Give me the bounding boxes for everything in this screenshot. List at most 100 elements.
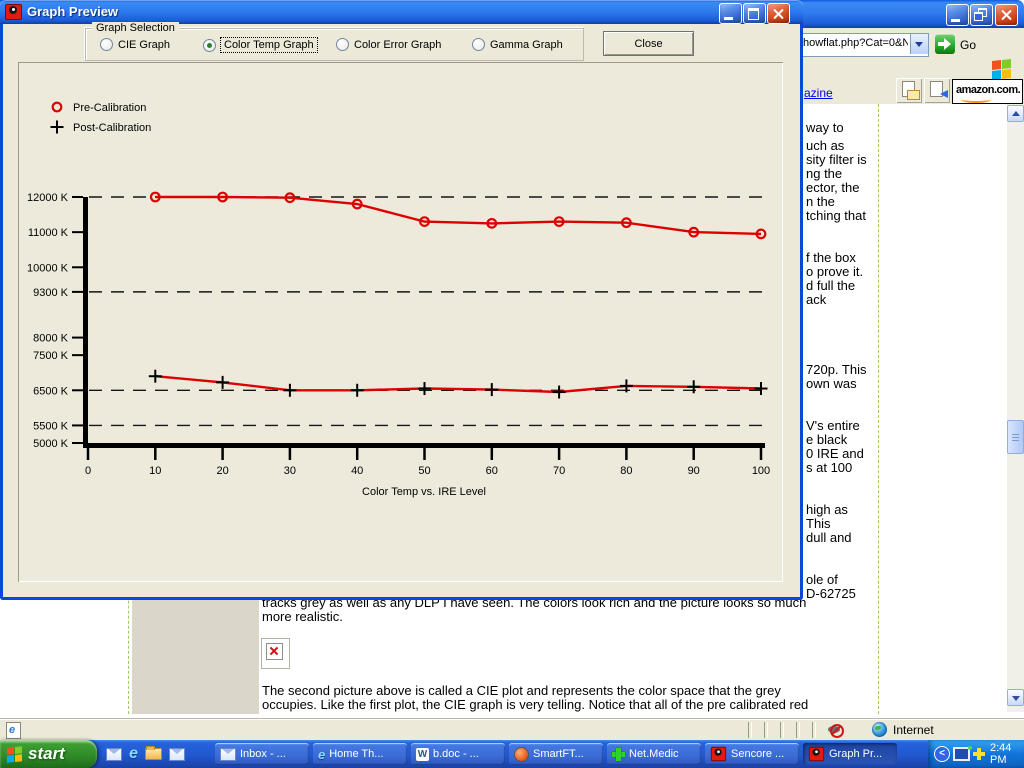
- legend-label: Post-Calibration: [73, 122, 151, 134]
- y-tick-label: 11000 K: [28, 227, 69, 239]
- page-text-fragment: ng the: [806, 166, 843, 181]
- radio-circle-icon[interactable]: [336, 38, 349, 51]
- envelope-icon: [907, 90, 920, 100]
- dialog-titlebar[interactable]: Graph Preview: [0, 0, 803, 24]
- page-text-fragment: s at 100: [806, 460, 853, 475]
- privacy-report-icon[interactable]: [828, 722, 844, 738]
- circle-marker-icon: [351, 198, 363, 210]
- quick-launch: e: [106, 740, 185, 768]
- network-tray-icon[interactable]: [953, 746, 972, 761]
- vertical-scrollbar[interactable]: [1007, 104, 1024, 712]
- series-line: [155, 375, 762, 394]
- browser-close-button[interactable]: [995, 4, 1018, 26]
- quicklaunch-mail-icon[interactable]: [106, 747, 122, 761]
- x-axis-line: [83, 443, 765, 448]
- y-tick-label: 10000 K: [27, 262, 69, 274]
- sencore-icon: [808, 746, 825, 762]
- radio-circle-icon[interactable]: [472, 38, 485, 51]
- x-tick-label: 40: [351, 465, 363, 477]
- radio-color-temp-graph[interactable]: Color Temp Graph: [203, 37, 318, 53]
- graph-selection-group: Graph Selection CIE Graph Color Temp Gra…: [85, 22, 584, 61]
- x-tick-label: 100: [752, 465, 770, 477]
- circle-marker-icon: [621, 217, 632, 229]
- y-tick-label: 7500 K: [33, 350, 69, 362]
- magazine-link[interactable]: azine: [804, 86, 833, 100]
- dialog-maximize-button[interactable]: [743, 3, 766, 24]
- task-button-inbox[interactable]: Inbox - ...: [215, 743, 309, 765]
- page-text-fragment: f the box: [806, 250, 856, 265]
- page-text-fragment: high as: [806, 502, 848, 517]
- tray-plus-icon[interactable]: [973, 748, 985, 760]
- dialog-close-button[interactable]: [767, 3, 790, 24]
- y-tick-label: 5000 K: [33, 438, 69, 450]
- go-button-label[interactable]: Go: [960, 38, 977, 52]
- page-paragraph-line: occupies. Like the first plot, the CIE g…: [262, 697, 809, 712]
- page-text-fragment: e black: [806, 432, 848, 447]
- dialog-title: Graph Preview: [27, 4, 119, 19]
- task-button-smartftp[interactable]: SmartFT...: [509, 743, 603, 765]
- radio-color-error-graph[interactable]: Color Error Graph: [336, 38, 441, 51]
- y-tick-label: 12000 K: [27, 192, 69, 204]
- start-button[interactable]: start: [0, 740, 97, 768]
- mail-page-button[interactable]: [896, 78, 922, 103]
- y-tick-label: 8000 K: [33, 333, 69, 345]
- go-arrow-icon[interactable]: [935, 34, 955, 54]
- language-tray-icon[interactable]: <: [934, 746, 950, 762]
- page-text-fragment: own was: [806, 376, 857, 391]
- status-separator: [780, 722, 784, 738]
- radio-circle-icon[interactable]: [203, 38, 216, 52]
- task-label: Home Th...: [329, 748, 384, 760]
- scroll-down-button[interactable]: [1007, 689, 1024, 706]
- radio-gamma-graph[interactable]: Gamma Graph: [472, 38, 563, 51]
- radio-cie-graph[interactable]: CIE Graph: [100, 38, 170, 51]
- page-text-fragment: 0 IRE and: [806, 446, 864, 461]
- x-tick-label: 0: [85, 465, 91, 477]
- status-separator: [812, 722, 816, 738]
- radio-label: Color Temp Graph: [220, 37, 318, 53]
- sencore-app-icon: [5, 4, 22, 20]
- amazon-label: amazon.com.: [956, 84, 1021, 96]
- no-symbol-icon: [830, 724, 844, 738]
- quicklaunch-ie-icon[interactable]: e: [129, 745, 138, 762]
- smartftp-icon: [514, 746, 529, 762]
- task-label: Net.Medic: [629, 748, 679, 760]
- amazon-button[interactable]: amazon.com.: [952, 79, 1023, 104]
- task-label: SmartFT...: [533, 748, 584, 760]
- x-tick-label: 50: [418, 465, 430, 477]
- word-icon: W: [416, 747, 429, 761]
- page-text-fragment: ector, the: [806, 180, 860, 195]
- task-button-sencore[interactable]: Sencore ...: [705, 743, 799, 765]
- browser-restore-button[interactable]: [970, 4, 993, 26]
- legend-label: Pre-Calibration: [73, 102, 146, 114]
- back-page-button[interactable]: [924, 78, 950, 103]
- scrollbar-thumb[interactable]: [1007, 420, 1024, 454]
- start-label: start: [28, 744, 65, 763]
- browser-minimize-button[interactable]: [946, 4, 969, 26]
- sencore-icon: [710, 746, 727, 762]
- dialog-minimize-button[interactable]: [719, 3, 742, 24]
- quicklaunch-outlook-icon[interactable]: [168, 747, 185, 761]
- circle-marker-icon: [149, 191, 161, 203]
- task-button-graph-preview[interactable]: Graph Pr...: [803, 743, 897, 765]
- y-axis-line: [83, 197, 88, 448]
- address-dropdown-button[interactable]: [910, 34, 928, 54]
- mail-icon: [220, 747, 236, 761]
- internet-zone-globe-icon: [872, 722, 887, 737]
- quicklaunch-folder-icon[interactable]: [144, 746, 162, 760]
- radio-circle-icon[interactable]: [100, 38, 113, 51]
- x-axis-title: Color Temp vs. IRE Level: [362, 486, 486, 498]
- blue-arrow-icon: [940, 90, 948, 98]
- circle-marker-icon: [217, 191, 229, 203]
- close-button[interactable]: Close: [603, 31, 694, 56]
- address-text: howflat.php?Cat=0&N: [803, 37, 908, 49]
- task-button-netmedic[interactable]: Net.Medic: [607, 743, 701, 765]
- scroll-up-button[interactable]: [1007, 105, 1024, 122]
- ie-page-icon: e: [9, 724, 16, 736]
- address-bar[interactable]: howflat.php?Cat=0&N: [800, 33, 929, 57]
- page-text-fragment: way to: [806, 120, 844, 135]
- task-button-home-theater[interactable]: e Home Th...: [313, 743, 407, 765]
- x-tick-label: 20: [216, 465, 228, 477]
- circle-marker-icon: [553, 216, 565, 228]
- page-text-fragment: o prove it.: [806, 264, 864, 279]
